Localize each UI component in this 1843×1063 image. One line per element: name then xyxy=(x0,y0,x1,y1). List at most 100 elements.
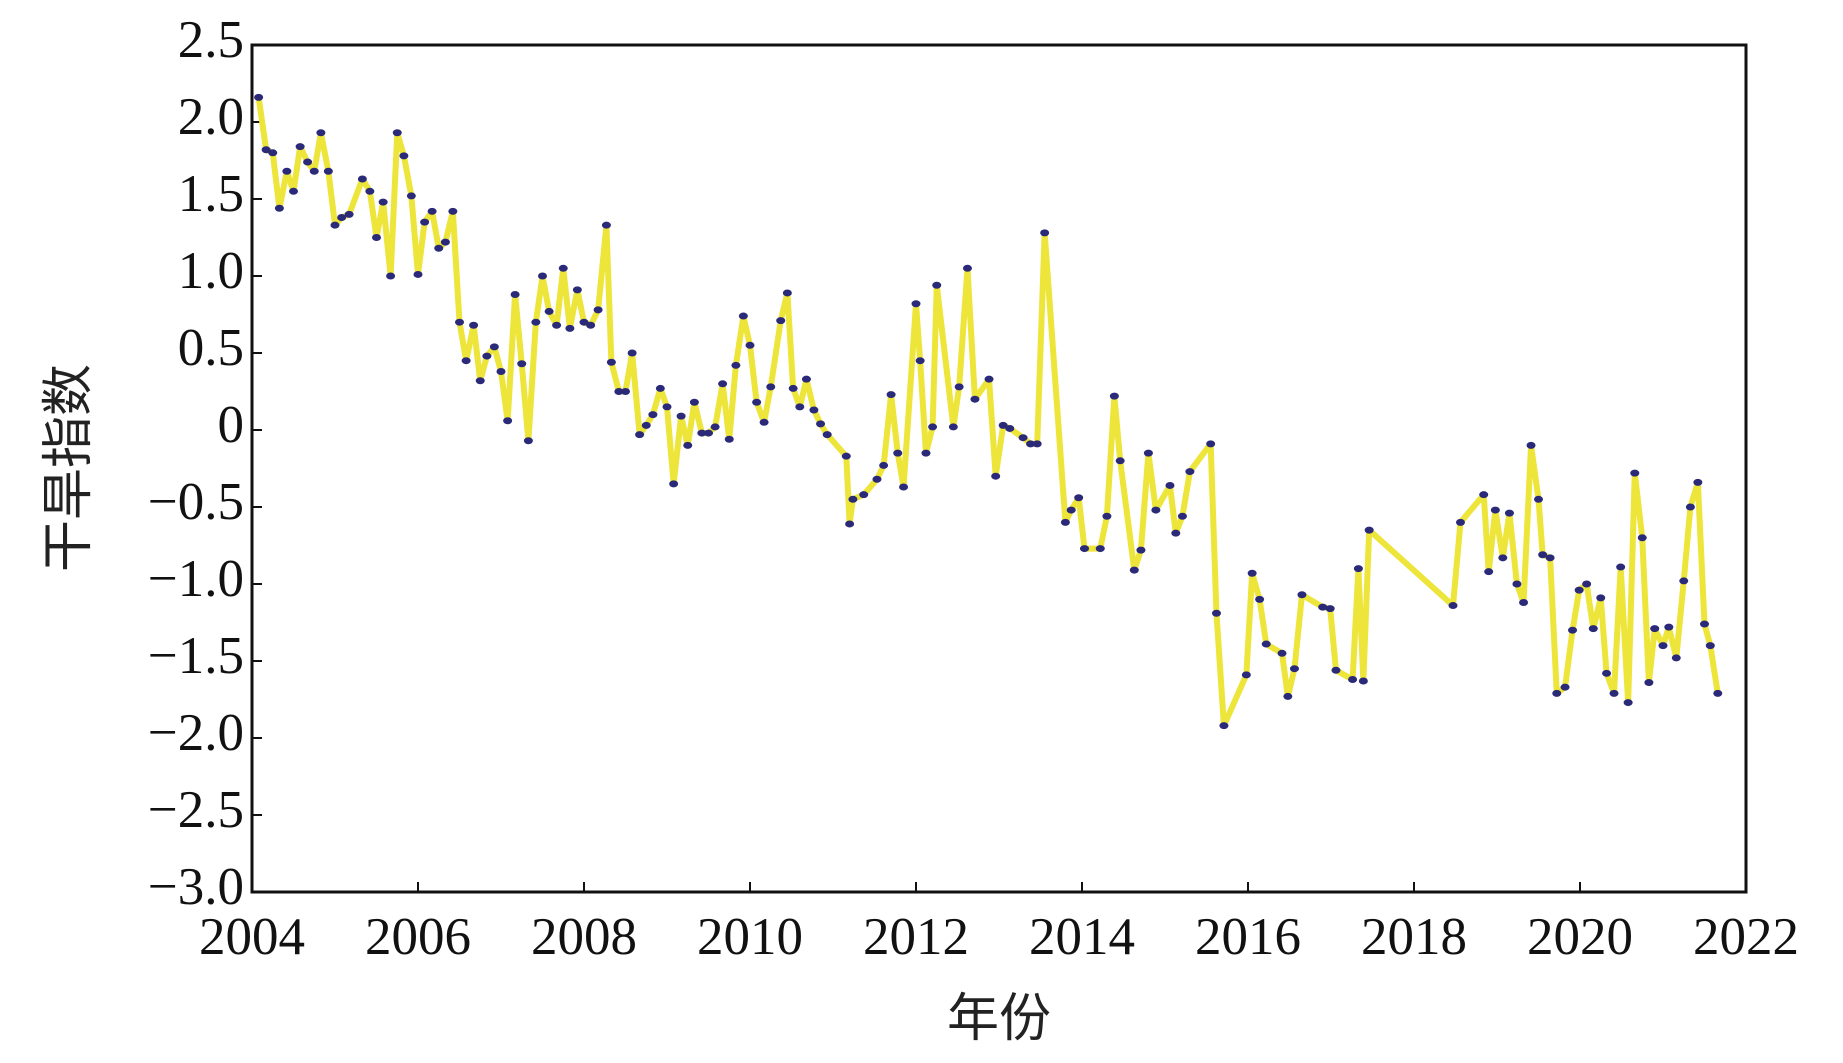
data-point xyxy=(517,360,527,368)
data-point xyxy=(697,429,707,437)
data-point xyxy=(531,318,541,326)
data-point xyxy=(593,306,603,314)
data-point xyxy=(427,207,437,215)
data-point xyxy=(1005,424,1015,432)
data-point xyxy=(998,421,1008,429)
data-point xyxy=(816,420,826,428)
data-point xyxy=(565,324,575,332)
data-point xyxy=(893,449,903,457)
data-point xyxy=(1018,434,1028,442)
data-point xyxy=(1609,689,1619,697)
data-point xyxy=(1504,509,1514,517)
data-point xyxy=(538,272,547,280)
data-point xyxy=(420,218,430,226)
data-point xyxy=(606,358,616,366)
data-point xyxy=(261,146,271,154)
data-point xyxy=(586,321,596,329)
data-point xyxy=(274,204,284,212)
y-tick-label: 2.5 xyxy=(178,11,244,69)
data-point xyxy=(1247,569,1257,577)
data-point xyxy=(1700,620,1709,628)
data-point xyxy=(724,435,734,443)
data-point xyxy=(718,380,728,388)
data-point xyxy=(1095,545,1105,553)
x-tick-label: 2010 xyxy=(697,908,803,966)
data-point xyxy=(552,321,562,329)
x-tick-label: 2016 xyxy=(1195,908,1301,966)
data-point xyxy=(899,483,909,491)
data-point xyxy=(303,158,313,166)
data-point xyxy=(801,375,811,383)
data-point xyxy=(1479,491,1489,499)
data-point xyxy=(886,391,896,399)
data-point xyxy=(1079,545,1089,553)
data-point xyxy=(1165,481,1175,489)
data-point xyxy=(710,423,720,431)
data-point xyxy=(1455,518,1465,526)
data-point xyxy=(921,449,931,457)
data-point xyxy=(503,417,513,425)
data-point xyxy=(676,412,686,420)
data-point xyxy=(295,143,305,151)
data-point xyxy=(1185,468,1195,476)
data-point xyxy=(845,520,855,528)
data-point xyxy=(1545,554,1555,562)
data-point xyxy=(579,318,589,326)
data-point xyxy=(365,187,375,195)
data-point xyxy=(1568,626,1578,634)
y-tick-label: −2.0 xyxy=(148,704,244,762)
data-point xyxy=(848,495,858,503)
data-point xyxy=(1136,546,1146,554)
data-point xyxy=(641,421,651,429)
data-point xyxy=(1512,580,1522,588)
y-tick-label: 2.0 xyxy=(178,88,244,146)
data-point xyxy=(558,264,568,272)
data-point xyxy=(1705,642,1715,650)
data-point xyxy=(386,272,396,280)
data-point xyxy=(1353,565,1363,573)
data-point xyxy=(413,270,423,278)
data-point xyxy=(1582,580,1592,588)
data-point xyxy=(523,437,533,445)
data-point xyxy=(948,423,958,431)
data-point xyxy=(655,384,665,392)
data-point xyxy=(1255,595,1265,603)
data-point xyxy=(911,300,921,308)
data-point xyxy=(954,383,964,391)
data-point xyxy=(1685,503,1695,511)
data-point xyxy=(1658,642,1668,650)
data-point xyxy=(662,403,672,411)
data-point xyxy=(1074,494,1084,502)
data-point xyxy=(1630,469,1640,477)
data-point xyxy=(1526,441,1536,449)
data-point xyxy=(254,93,264,101)
data-point xyxy=(1331,666,1341,674)
data-point xyxy=(1637,534,1647,542)
data-point xyxy=(406,192,416,200)
data-point xyxy=(1241,671,1251,679)
data-point xyxy=(1616,563,1626,571)
data-point xyxy=(1206,440,1216,448)
y-tick-label: −2.5 xyxy=(148,781,244,839)
data-point xyxy=(1060,518,1070,526)
data-point xyxy=(496,367,506,375)
data-point xyxy=(461,357,471,365)
data-point xyxy=(323,167,333,175)
data-point xyxy=(1693,478,1703,486)
data-point xyxy=(1498,554,1508,562)
data-point xyxy=(357,175,367,183)
data-point xyxy=(1289,665,1299,673)
data-point xyxy=(1364,526,1374,534)
y-tick-label: 1.0 xyxy=(178,242,244,300)
data-point xyxy=(448,207,458,215)
data-point xyxy=(1026,440,1036,448)
data-point xyxy=(601,221,611,229)
data-point xyxy=(1560,683,1570,691)
data-point xyxy=(1177,512,1187,520)
data-point xyxy=(1650,625,1660,633)
data-point xyxy=(704,429,713,437)
data-point xyxy=(489,343,499,351)
data-point xyxy=(614,388,624,395)
data-point xyxy=(1277,649,1287,657)
data-point xyxy=(482,352,492,360)
